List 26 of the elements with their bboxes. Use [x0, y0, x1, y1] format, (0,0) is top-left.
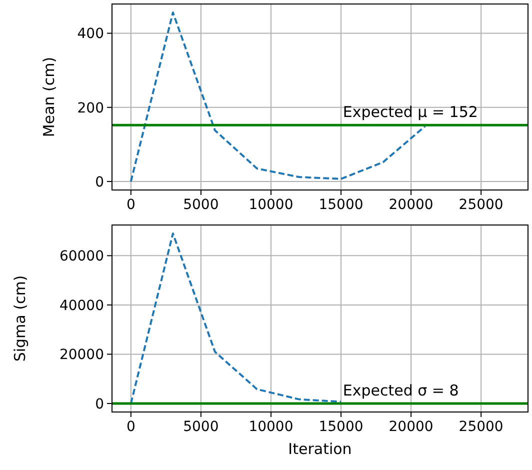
y-tick-label: 200: [77, 100, 104, 116]
x-tick-label: 10000: [248, 197, 294, 213]
x-tick-label: 5000: [183, 197, 219, 213]
y-axis-title: Sigma (cm): [11, 275, 29, 362]
line-series: [130, 12, 426, 182]
ref-line-label: Expected μ = 152: [342, 103, 478, 122]
y-tick-label: 400: [77, 26, 104, 42]
ref-line-label: Expected σ = 8: [342, 381, 459, 400]
x-tick-label: 20000: [388, 419, 434, 435]
x-tick-label: 15000: [318, 197, 364, 213]
y-tick-label: 60000: [59, 248, 104, 265]
x-tick-label: 0: [126, 419, 136, 435]
x-tick-label: 15000: [318, 419, 364, 435]
x-tick-label: 10000: [248, 419, 294, 435]
x-tick-label: 0: [126, 197, 136, 213]
x-axis-title: Iteration: [288, 440, 352, 458]
y-axis-title: Mean (cm): [40, 56, 58, 138]
line-series: [130, 232, 342, 404]
y-tick-label: 0: [95, 174, 104, 190]
y-tick-label: 20000: [59, 347, 104, 364]
y-tick-label: 40000: [59, 298, 104, 314]
x-tick-label: 25000: [458, 197, 504, 213]
x-tick-label: 20000: [388, 197, 434, 213]
y-tick-label: 0: [95, 396, 104, 412]
x-tick-label: 25000: [458, 419, 504, 435]
x-tick-label: 5000: [183, 419, 219, 435]
